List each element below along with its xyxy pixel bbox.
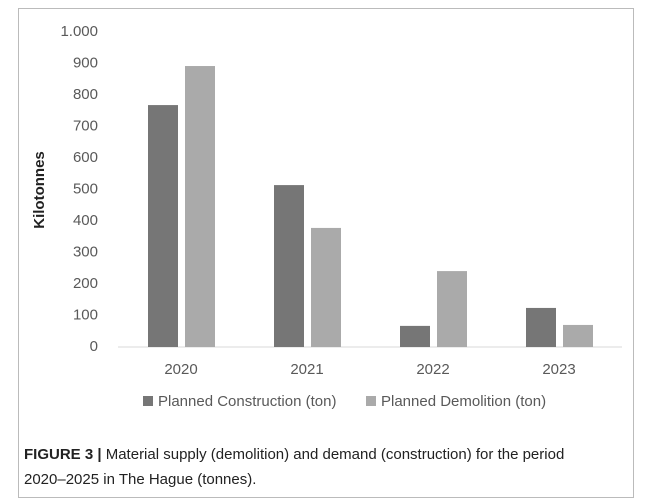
- y-tick-label: 0: [90, 338, 98, 355]
- caption-text: Material supply (demolition) and demand …: [24, 446, 565, 488]
- x-tick-label: 2021: [290, 361, 323, 378]
- y-tick-label: 600: [73, 149, 98, 166]
- x-tick-label: 2023: [542, 361, 575, 378]
- y-axis-label: Kilotonnes: [31, 151, 48, 229]
- bar: [185, 66, 215, 348]
- y-tick-label: 100: [73, 306, 98, 323]
- y-tick-label: 700: [73, 117, 98, 134]
- x-tick-label: 2022: [416, 361, 449, 378]
- y-tick-label: 900: [73, 54, 98, 71]
- bar: [400, 325, 430, 347]
- bar: [526, 307, 556, 347]
- bar: [148, 105, 178, 347]
- bar: [274, 185, 304, 347]
- legend-swatch: [366, 396, 376, 406]
- y-tick-label: 500: [73, 180, 98, 197]
- bar: [311, 227, 341, 347]
- x-tick-label: 2020: [164, 361, 197, 378]
- y-tick-label: 300: [73, 243, 98, 260]
- legend-label: Planned Construction (ton): [158, 393, 336, 410]
- bar: [563, 324, 593, 347]
- y-tick-label: 1.000: [60, 23, 98, 40]
- caption: FIGURE 3 | Material supply (demolition) …: [24, 442, 584, 492]
- y-tick-label: 800: [73, 86, 98, 103]
- y-tick-label: 200: [73, 275, 98, 292]
- y-tick-label: 400: [73, 212, 98, 229]
- legend-swatch: [143, 396, 153, 406]
- legend-label: Planned Demolition (ton): [381, 393, 546, 410]
- bar: [437, 271, 467, 347]
- caption-label: FIGURE 3 |: [24, 446, 102, 463]
